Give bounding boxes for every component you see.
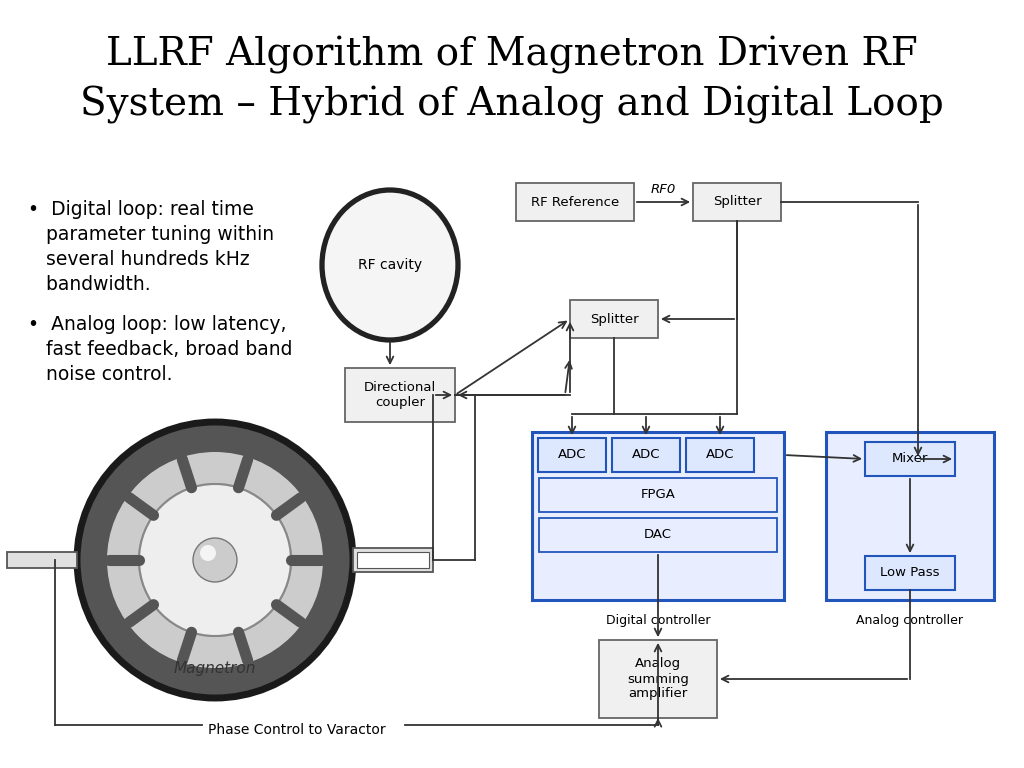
Text: ADC: ADC: [632, 449, 660, 462]
Bar: [612, 438, 680, 472]
Circle shape: [106, 452, 323, 668]
Bar: [826, 432, 994, 600]
Text: RF Reference: RF Reference: [530, 196, 620, 208]
Text: Directional
coupler: Directional coupler: [364, 381, 436, 409]
Text: several hundreds kHz: several hundreds kHz: [28, 250, 250, 269]
Text: RF0: RF0: [651, 183, 676, 196]
Bar: [570, 300, 658, 338]
Bar: [532, 432, 784, 600]
Text: •  Analog loop: low latency,: • Analog loop: low latency,: [28, 315, 287, 334]
Bar: [516, 183, 634, 221]
Bar: [686, 438, 754, 472]
Bar: [865, 556, 955, 590]
Circle shape: [200, 545, 216, 561]
Text: parameter tuning within: parameter tuning within: [28, 225, 274, 244]
Text: Splitter: Splitter: [590, 313, 638, 326]
Circle shape: [139, 484, 291, 636]
Bar: [353, 548, 433, 572]
Text: fast feedback, broad band: fast feedback, broad band: [28, 340, 293, 359]
Text: Mixer: Mixer: [892, 452, 928, 465]
Bar: [539, 478, 777, 512]
Bar: [538, 438, 606, 472]
Text: RF cavity: RF cavity: [358, 258, 422, 272]
Text: ADC: ADC: [706, 449, 734, 462]
Bar: [693, 183, 781, 221]
Text: •  Digital loop: real time: • Digital loop: real time: [28, 200, 254, 219]
Bar: [345, 368, 455, 422]
Text: FPGA: FPGA: [641, 488, 676, 502]
Circle shape: [139, 484, 291, 636]
Text: Splitter: Splitter: [713, 196, 761, 208]
Bar: [599, 640, 717, 718]
Text: Digital controller: Digital controller: [606, 614, 711, 627]
Text: DAC: DAC: [644, 528, 672, 541]
Text: noise control.: noise control.: [28, 365, 172, 384]
Text: System – Hybrid of Analog and Digital Loop: System – Hybrid of Analog and Digital Lo…: [80, 86, 944, 124]
Text: Analog
summing
amplifier: Analog summing amplifier: [627, 657, 689, 700]
Bar: [7, 552, 77, 568]
Bar: [357, 552, 429, 568]
Ellipse shape: [322, 190, 458, 340]
Circle shape: [193, 538, 237, 582]
Text: Magnetron: Magnetron: [174, 660, 256, 676]
Text: ADC: ADC: [558, 449, 587, 462]
Bar: [865, 442, 955, 476]
Text: Analog controller: Analog controller: [856, 614, 964, 627]
Bar: [539, 518, 777, 552]
Text: bandwidth.: bandwidth.: [28, 275, 151, 294]
Text: LLRF Algorithm of Magnetron Driven RF: LLRF Algorithm of Magnetron Driven RF: [106, 36, 918, 74]
Text: Low Pass: Low Pass: [881, 567, 940, 580]
Text: Phase Control to Varactor: Phase Control to Varactor: [208, 723, 386, 737]
